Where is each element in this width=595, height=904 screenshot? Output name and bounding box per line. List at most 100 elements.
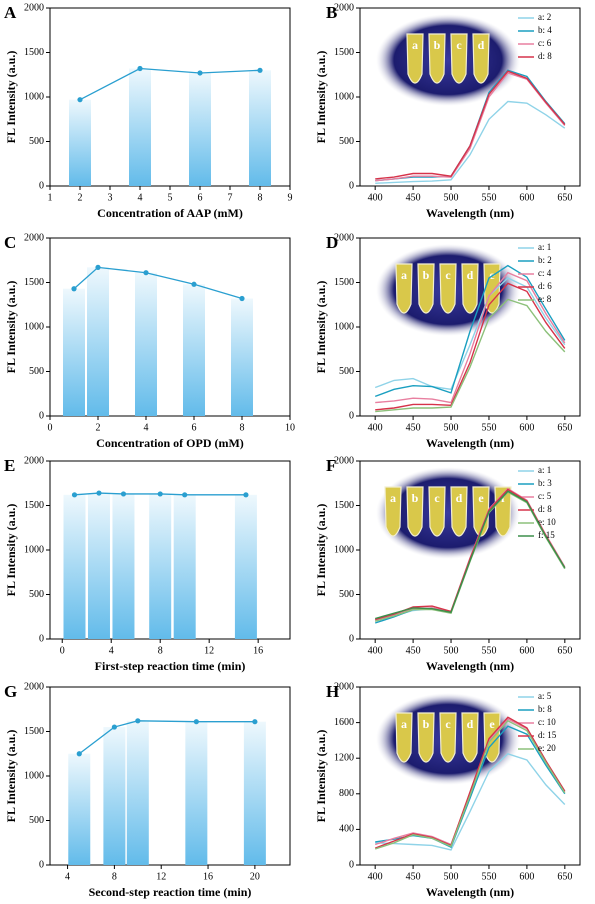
tube: [395, 263, 413, 314]
legend-label: e: 20: [538, 743, 556, 753]
y-tick-label: 0: [39, 633, 44, 644]
x-tick-label: 450: [406, 645, 421, 656]
inset-label: a: [401, 268, 407, 282]
inset-label: c: [445, 717, 451, 731]
bar: [63, 288, 85, 416]
legend-label: b: 4: [538, 25, 552, 35]
y-tick-label: 1500: [24, 726, 44, 737]
tube: [406, 486, 424, 537]
y-tick-label: 2000: [334, 455, 354, 466]
x-tick-label: 12: [156, 871, 166, 882]
panel: G Second-step reaction time (min) FL Inten…: [4, 681, 291, 899]
tube: [461, 263, 479, 314]
y-tick-label: 1000: [24, 321, 44, 332]
x-tick-label: 500: [444, 871, 459, 882]
x-axis-label: Second-step reaction time (min): [89, 885, 252, 899]
panel: D Wavelength (nm) FL Intensity (a.u.) 0 500 1…: [314, 232, 581, 450]
tube: [384, 486, 402, 537]
bar: [189, 72, 211, 186]
point: [191, 281, 197, 287]
bar: [129, 68, 151, 186]
point: [252, 719, 258, 725]
y-tick-label: 1500: [24, 500, 44, 511]
inset-label: b: [434, 38, 441, 52]
x-tick-label: 400: [368, 645, 383, 656]
y-tick-label: 400: [339, 824, 354, 835]
x-tick-label: 600: [519, 192, 534, 203]
y-tick-label: 0: [39, 410, 44, 421]
legend-label: d: 15: [538, 730, 557, 740]
x-tick-label: 20: [250, 871, 260, 882]
inset-label: e: [478, 491, 484, 505]
x-tick-label: 400: [368, 192, 383, 203]
bar: [69, 99, 91, 186]
y-tick-label: 2000: [24, 455, 44, 466]
bar: [126, 720, 149, 865]
x-axis-label: First-step reaction time (min): [95, 659, 246, 673]
y-tick-label: 1500: [24, 277, 44, 288]
y-tick-label: 1000: [334, 321, 354, 332]
trend-line: [79, 67, 261, 101]
inset-label: e: [489, 268, 495, 282]
legend-label: a: 1: [538, 465, 551, 475]
bar: [87, 267, 109, 416]
x-tick-label: 4: [144, 422, 149, 433]
y-axis-label: FL Intensity (a.u.): [314, 504, 328, 597]
y-tick-label: 0: [349, 859, 354, 870]
y-tick-label: 500: [29, 815, 44, 826]
bar: [173, 494, 196, 639]
legend-label: a: 2: [538, 12, 551, 22]
plot-frame: [49, 237, 291, 417]
y-axis-label: FL Intensity (a.u.): [4, 504, 18, 597]
bar: [234, 494, 257, 639]
x-axis-label: Wavelength (nm): [426, 436, 514, 450]
legend-label: a: 1: [538, 242, 551, 252]
x-tick-label: 550: [481, 422, 496, 433]
x-tick-label: 0: [60, 645, 65, 656]
x-tick-label: 500: [444, 192, 459, 203]
x-tick-label: 4: [138, 192, 143, 203]
inset-label: b: [423, 268, 430, 282]
x-tick-label: 650: [557, 871, 572, 882]
y-tick-label: 0: [349, 180, 354, 191]
x-tick-label: 600: [519, 422, 534, 433]
tube: [395, 712, 413, 763]
x-axis-label: Concentration of AAP (mM): [97, 206, 243, 220]
point: [243, 492, 249, 498]
inset-label: c: [445, 268, 451, 282]
y-tick-label: 2000: [24, 2, 44, 13]
panel-label: H: [326, 682, 339, 701]
spectrum-line: [375, 282, 566, 411]
x-tick-label: 2: [78, 192, 83, 203]
y-tick-label: 1000: [24, 91, 44, 102]
legend-label: d: 8: [538, 51, 552, 61]
x-tick-label: 8: [258, 192, 263, 203]
x-tick-label: 400: [368, 422, 383, 433]
point: [135, 718, 141, 724]
spectrum-line: [375, 753, 566, 851]
x-tick-label: 450: [406, 871, 421, 882]
x-tick-label: 2: [96, 422, 101, 433]
point: [137, 65, 143, 72]
spectrum-line: [375, 298, 566, 413]
x-tick-label: 4: [109, 645, 114, 656]
y-tick-label: 0: [39, 859, 44, 870]
inset-label: a: [412, 38, 418, 52]
y-tick-label: 0: [349, 410, 354, 421]
x-tick-label: 6: [192, 422, 197, 433]
inset-label: e: [489, 717, 495, 731]
inset-label: a: [401, 717, 407, 731]
inset-label: c: [434, 491, 440, 505]
point: [120, 491, 127, 497]
inset-label: d: [456, 491, 463, 505]
y-axis-label: FL Intensity (a.u.): [4, 730, 18, 823]
x-axis-label: Concentration of OPD (mM): [96, 436, 244, 450]
x-tick-label: 500: [444, 422, 459, 433]
spectrum-line: [374, 716, 566, 849]
point: [197, 70, 203, 76]
x-tick-label: 10: [285, 422, 295, 433]
bar: [149, 493, 172, 639]
x-tick-label: 3: [108, 192, 113, 203]
x-tick-label: 6: [198, 192, 203, 203]
x-tick-label: 8: [240, 422, 245, 433]
